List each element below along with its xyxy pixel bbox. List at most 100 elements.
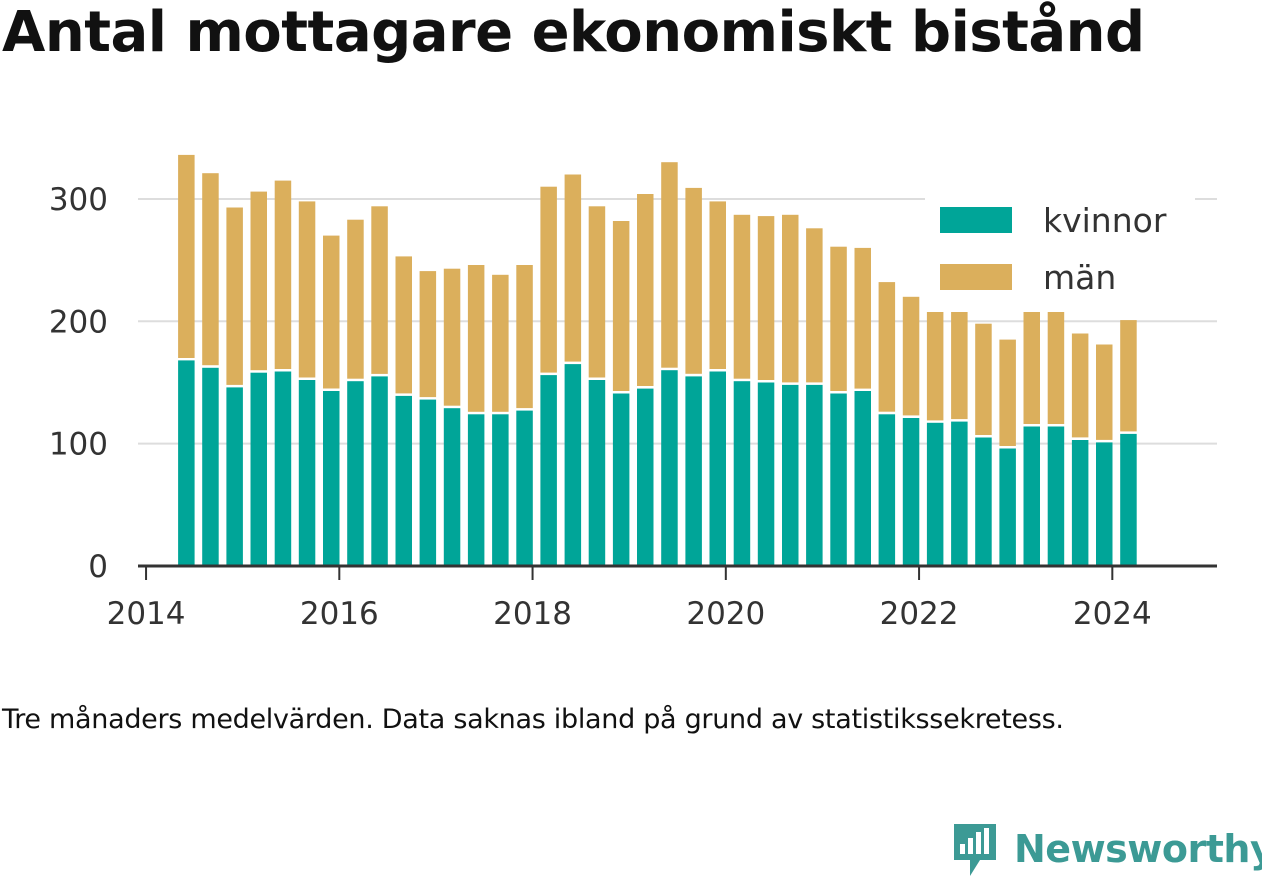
bar-män [975,323,992,435]
bar-män [1023,302,1040,424]
bar-kvinnor [298,380,316,566]
bar-kvinnor [782,384,799,566]
legend-label-kvinnor: kvinnor [1043,201,1167,240]
bar-kvinnor [443,408,461,566]
bar-kvinnor [854,391,871,566]
bar-kvinnor [951,421,968,566]
bar-män [564,174,582,362]
bar-män [202,173,219,366]
bar-kvinnor [274,371,292,566]
bar-kvinnor [902,418,920,566]
bar-män [443,268,461,406]
bar-män [178,154,195,358]
bar-män [612,221,630,391]
bar-män [733,214,751,379]
bar-män [951,291,968,420]
bar-kvinnor [926,422,944,566]
legend: kvinnor män [925,196,1195,312]
stacked-bar-chart: 0 100 200 300 2014 2016 2018 2020 2022 2024 kvinn… [49,154,1217,632]
bar-kvinnor [612,393,630,566]
bar-män [806,228,823,383]
newsworthy-chart-bubble-icon [954,824,996,876]
bar-kvinnor [1071,440,1089,566]
bar-kvinnor [516,410,533,566]
bar-män [830,246,847,391]
chart-title: Antal mottagare ekonomiskt bistånd [2,0,1145,65]
bar-män [757,216,775,380]
bar-kvinnor [178,360,195,566]
bar-män [540,186,557,373]
bar-kvinnor [347,381,364,566]
brand-logo[interactable]: Newsworthy [950,820,1262,878]
bar-män [298,201,316,378]
bar-män [1120,320,1137,432]
bar-män [661,162,678,368]
bar-kvinnor [540,375,557,566]
bar-kvinnor [1047,426,1065,566]
bar-kvinnor [564,364,582,566]
bar-män [878,282,896,412]
bar-kvinnor [1023,426,1040,566]
bar-män [999,339,1016,446]
legend-swatch-män [940,264,1012,290]
bar-män [226,207,243,385]
bar-män [685,187,702,374]
bar-kvinnor [395,395,412,566]
bar-kvinnor [371,376,388,566]
x-tick-label: 2020 [686,596,765,632]
bar-kvinnor [467,414,485,566]
bar-män [492,274,509,412]
bar-kvinnor [975,437,992,566]
bar-kvinnor [250,372,267,566]
bar-kvinnor [830,393,847,566]
bar-män [588,206,606,378]
x-tick-label: 2014 [107,596,186,632]
bar-kvinnor [1120,433,1137,566]
bar-män [467,265,485,412]
legend-swatch-kvinnor [940,207,1012,233]
legend-label-män: män [1043,258,1116,297]
bar-män [347,219,364,379]
bar-kvinnor [709,371,726,566]
x-tick-label: 2016 [300,596,379,632]
bar-kvinnor [202,367,219,566]
footnote: Tre månaders medelvärden. Data saknas ib… [2,704,1064,735]
bar-kvinnor [226,387,243,566]
bar-kvinnor [419,399,437,566]
y-tick-label: 0 [88,549,108,585]
bar-män [1096,344,1113,440]
bar-kvinnor [492,414,509,566]
bar-group [178,154,1137,566]
axes: 0 100 200 300 2014 2016 2018 2020 2022 2024 [49,182,1217,632]
bar-kvinnor [323,391,340,566]
x-tick-label: 2024 [1073,596,1152,632]
bar-män [637,194,654,386]
bar-män [854,247,871,389]
x-tick-label: 2022 [880,596,959,632]
bar-män [419,271,437,398]
bar-kvinnor [806,384,823,566]
bar-män [371,206,388,374]
bar-kvinnor [733,381,751,566]
bar-män [926,293,944,421]
y-tick-label: 100 [49,427,108,463]
bar-män [395,256,412,394]
bar-män [1071,333,1089,438]
bar-män [1047,310,1065,424]
bar-män [323,235,340,389]
bar-kvinnor [661,370,678,566]
bar-kvinnor [637,388,654,566]
bar-män [902,296,920,416]
x-tick-label: 2018 [493,596,572,632]
bar-kvinnor [588,380,606,566]
bar-kvinnor [757,382,775,566]
bar-män [516,265,533,409]
bar-män [782,214,799,383]
brand-name: Newsworthy [1014,827,1262,871]
bar-kvinnor [685,376,702,566]
bar-män [274,180,292,369]
bar-kvinnor [878,414,896,566]
y-tick-label: 200 [49,304,108,340]
bar-kvinnor [1096,442,1113,566]
bar-kvinnor [999,448,1016,566]
